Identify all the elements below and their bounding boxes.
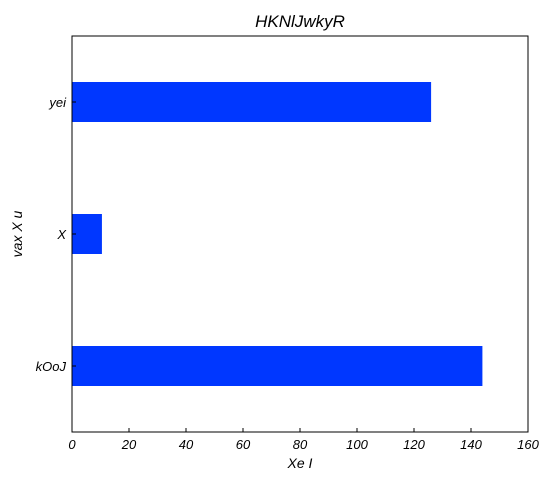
x-tick-label: 0 (68, 437, 76, 452)
bar-X (72, 214, 102, 254)
bar-kOoJ (72, 346, 483, 386)
x-tick-label: 80 (293, 437, 308, 452)
plot-frame (71, 35, 529, 433)
x-tick-label: 100 (346, 437, 368, 452)
x-tick-label: 60 (236, 437, 251, 452)
x-tick-label: 120 (403, 437, 425, 452)
x-tick-label: 160 (517, 437, 539, 452)
y-tick-label: yei (48, 95, 67, 110)
chart-title: HKNlJwkyR (255, 12, 345, 31)
bar-yei (72, 82, 432, 122)
x-axis-ticks: 0 20 40 60 80 100 120 140 160 (68, 428, 540, 452)
bars-group (72, 82, 483, 386)
x-tick-label: 40 (179, 437, 194, 452)
x-tick-label: 140 (460, 437, 482, 452)
x-axis-label: Xe I (287, 455, 313, 471)
y-tick-label: X (56, 227, 67, 242)
y-tick-label: kOoJ (36, 359, 67, 374)
x-tick-label: 20 (121, 437, 137, 452)
y-axis-label: vax X u (9, 210, 25, 257)
